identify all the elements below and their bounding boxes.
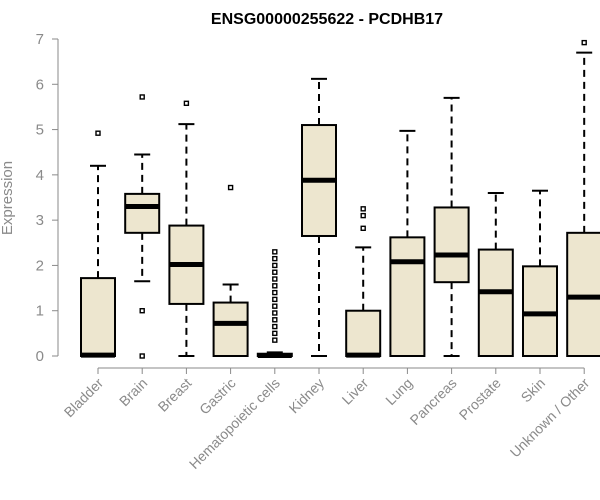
y-tick-label: 5: [36, 122, 44, 139]
x-tick-label: Prostate: [456, 375, 504, 423]
outlier-point: [139, 308, 145, 314]
outlier-point: [272, 310, 278, 316]
y-axis-label: Expression: [0, 161, 16, 235]
outlier-point: [183, 100, 190, 107]
box-gastric: [212, 184, 249, 358]
y-tick-label: 6: [36, 76, 44, 93]
y-tick-label: 1: [36, 303, 44, 320]
outlier-point: [360, 206, 366, 212]
outlier-point: [272, 269, 278, 275]
outlier-point: [272, 303, 278, 309]
outlier-point: [272, 249, 278, 255]
outlier-point: [272, 323, 278, 330]
outlier-point: [272, 283, 278, 289]
y-tick-label: 0: [36, 348, 44, 365]
x-tick-label: Brain: [116, 375, 150, 409]
y-tick-label: 2: [36, 257, 44, 274]
iqr-box: [566, 231, 600, 357]
outlier-point: [360, 225, 366, 231]
chart-title: ENSG00000255622 - PCDHB17: [211, 11, 443, 28]
outlier-point: [272, 330, 278, 337]
box-brain: [124, 94, 161, 359]
outlier-point: [272, 296, 278, 303]
x-tick-label: Breast: [155, 375, 195, 415]
box-liver: [345, 206, 382, 358]
box-unknown-other: [566, 39, 600, 357]
outlier-point: [272, 262, 278, 269]
y-axis: 0 1 2 3 4 5 6 7: [36, 31, 59, 365]
outlier-point: [272, 289, 278, 296]
box-breast: [168, 100, 205, 357]
outlier-point: [227, 184, 234, 191]
outlier-point: [360, 212, 366, 219]
boxes: [80, 39, 600, 359]
x-tick-label: Liver: [339, 375, 372, 408]
iqr-box: [477, 248, 514, 357]
y-tick-label: 4: [36, 167, 44, 184]
box-kidney: [301, 77, 337, 357]
iqr-box: [124, 192, 161, 234]
iqr-box: [433, 206, 470, 284]
x-tick-label: Gastric: [196, 375, 239, 418]
outlier-point: [272, 276, 278, 282]
iqr-box: [345, 309, 382, 358]
iqr-box: [522, 265, 558, 357]
x-tick-label: Skin: [518, 375, 549, 406]
y-tick-label: 7: [36, 31, 44, 48]
x-tick-label: Lung: [382, 375, 415, 408]
box-lung: [389, 129, 426, 357]
outlier-point: [95, 130, 101, 136]
x-tick-label: Pancreas: [407, 375, 460, 428]
iqr-box: [212, 301, 249, 358]
iqr-box: [389, 236, 426, 357]
box-bladder: [80, 130, 116, 358]
box-hematopoietic-cells: [256, 249, 293, 359]
outlier-point: [272, 255, 278, 262]
outlier-point: [581, 39, 587, 46]
x-tick-label: Kidney: [286, 375, 328, 417]
box-prostate: [477, 191, 514, 357]
outlier-point: [272, 317, 278, 323]
x-tick-label: Unknown / Other: [507, 375, 593, 461]
box-pancreas: [433, 96, 470, 357]
outlier-point: [139, 353, 145, 359]
x-tick-label: Bladder: [61, 375, 107, 421]
outlier-point: [139, 94, 145, 100]
iqr-box: [80, 277, 116, 358]
y-tick-label: 3: [36, 212, 44, 229]
box-skin: [522, 189, 558, 357]
outlier-point: [272, 337, 278, 343]
